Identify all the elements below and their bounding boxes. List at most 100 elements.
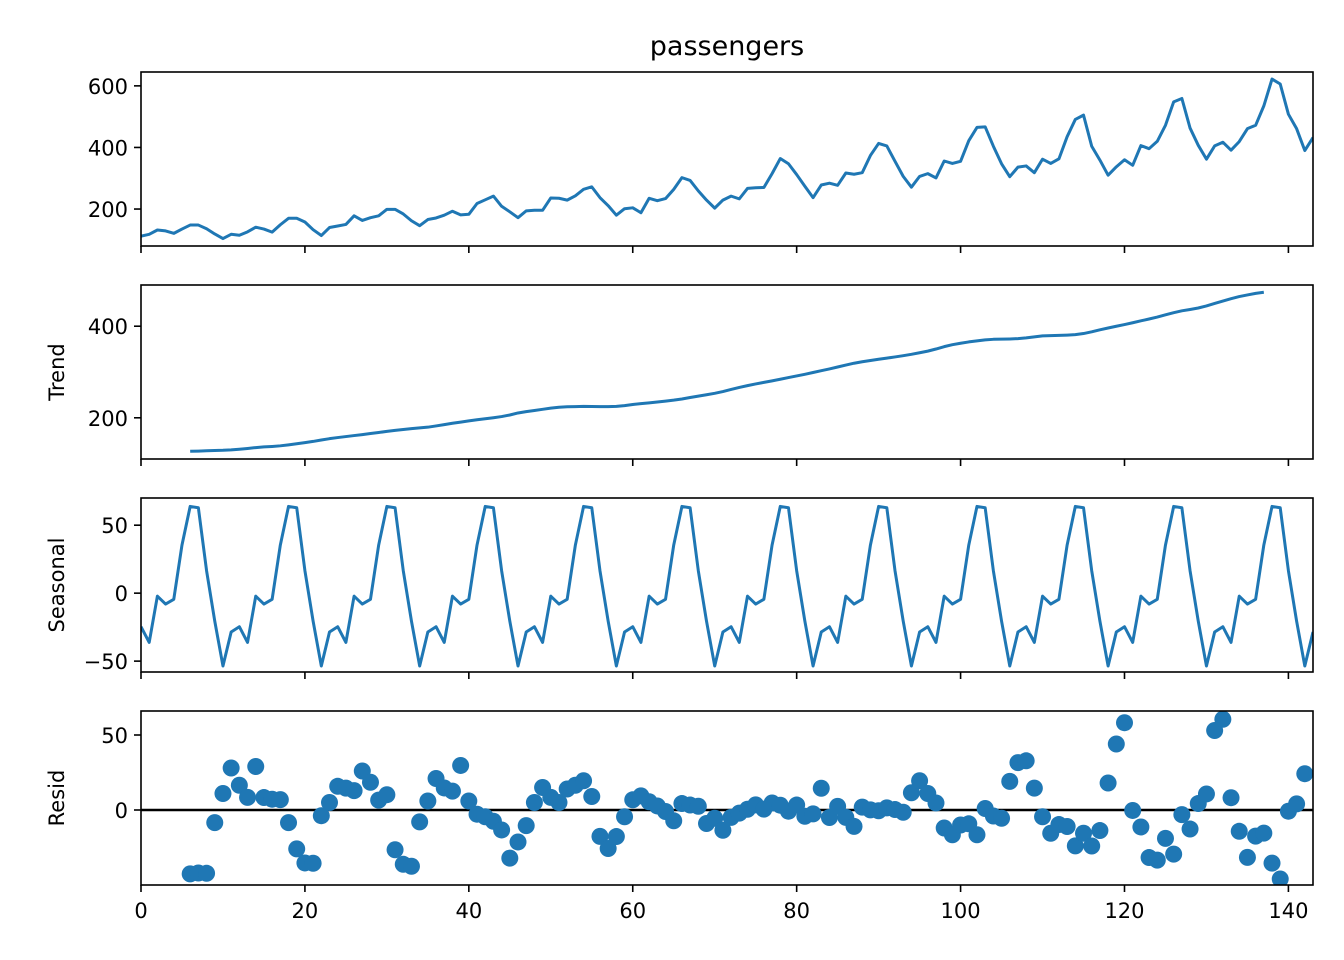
observed-series-line (141, 77, 1313, 241)
y-tick-label: 600 (88, 75, 128, 99)
resid-point (1263, 854, 1281, 872)
resid-point (198, 864, 216, 882)
resid-point (714, 821, 732, 839)
resid-point (1238, 848, 1256, 866)
resid-point (345, 782, 363, 800)
resid-axes-frame (140, 710, 1314, 886)
resid-point (361, 773, 379, 791)
resid-point (689, 797, 707, 815)
panel-resid: 0 50 0 20 40 60 80 100 120 140 Resid (45, 710, 1314, 923)
resid-point (1148, 851, 1166, 869)
y-tick-label: 400 (88, 136, 128, 160)
resid-point (517, 817, 535, 835)
resid-point (1025, 779, 1043, 797)
y-tick-label: 200 (88, 198, 128, 222)
x-tick-label: 40 (455, 899, 482, 923)
resid-point (1083, 837, 1101, 855)
resid-point (575, 772, 593, 790)
resid-point (1165, 845, 1183, 863)
resid-point (1075, 824, 1093, 842)
resid-point (501, 849, 519, 867)
resid-point (1230, 822, 1248, 840)
resid-point (1255, 824, 1273, 842)
resid-point (1296, 765, 1313, 783)
resid-point (411, 813, 429, 831)
observed-axes-frame (140, 71, 1314, 247)
seasonal-series-line (141, 504, 1313, 668)
resid-point (1197, 785, 1215, 803)
resid-point (509, 833, 527, 851)
resid-point (1034, 808, 1052, 826)
resid-point (599, 840, 617, 858)
resid-point (665, 812, 683, 830)
resid-point (1001, 772, 1019, 790)
resid-point (845, 817, 863, 835)
resid-point (443, 782, 461, 800)
x-tick-label: 60 (619, 899, 646, 923)
resid-point (591, 827, 609, 845)
resid-point (1058, 818, 1076, 835)
resid-point (452, 756, 470, 774)
seasonal-axes-frame (140, 497, 1314, 673)
resid-point (1222, 789, 1240, 807)
y-tick-label: 400 (88, 315, 128, 339)
resid-point (402, 857, 420, 875)
resid-point (239, 788, 257, 806)
resid-point (206, 814, 224, 832)
resid-point (1066, 837, 1084, 855)
resid-point (993, 809, 1011, 827)
resid-point (616, 808, 634, 826)
resid-point (607, 828, 625, 846)
resid-point (804, 805, 822, 823)
trend-series-line (190, 290, 1265, 453)
resid-point (1091, 822, 1109, 840)
resid-point (222, 759, 240, 777)
resid-point (214, 785, 232, 802)
resid-points (181, 711, 1313, 885)
x-tick-label: 120 (1104, 899, 1144, 923)
resid-point (894, 803, 912, 821)
resid-point (1017, 752, 1035, 770)
resid-point (525, 794, 543, 811)
y-tick-label: −50 (84, 650, 128, 674)
y-tick-label: 200 (88, 407, 128, 431)
resid-point (1107, 735, 1125, 753)
resid-point (1132, 818, 1150, 836)
resid-point (230, 776, 248, 794)
resid-point (812, 779, 830, 797)
resid-point (968, 826, 986, 844)
resid-point (1156, 829, 1174, 847)
resid-point (280, 814, 298, 832)
chart-title: passengers (650, 31, 804, 62)
seasonal-ylabel: Seasonal (45, 538, 69, 633)
x-tick-label: 100 (941, 899, 981, 923)
resid-point (1124, 801, 1142, 819)
resid-point (911, 772, 929, 790)
resid-point (1173, 806, 1191, 824)
panel-observed: 200 400 600 (88, 71, 1314, 253)
resid-point (550, 794, 568, 811)
panel-seasonal: −50 0 50 Seasonal (45, 497, 1314, 679)
resid-point (386, 841, 404, 859)
resid-point (902, 784, 920, 802)
resid-point (460, 792, 478, 810)
x-tick-label: 80 (783, 899, 810, 923)
x-tick-label: 0 (134, 899, 147, 923)
resid-point (1099, 774, 1117, 792)
y-tick-label: 50 (101, 724, 128, 748)
resid-point (312, 807, 330, 825)
resid-point (1271, 870, 1289, 885)
resid-point (304, 854, 322, 872)
resid-point (271, 791, 289, 809)
resid-point (321, 794, 338, 811)
resid-point (1116, 714, 1133, 732)
resid-point (288, 840, 306, 858)
y-tick-label: 0 (115, 799, 128, 823)
resid-point (1214, 711, 1232, 728)
trend-ylabel: Trend (45, 343, 69, 401)
x-tick-label: 20 (292, 899, 319, 923)
resid-point (1181, 820, 1199, 838)
trend-axes-frame (140, 284, 1314, 460)
resid-point (583, 788, 601, 805)
